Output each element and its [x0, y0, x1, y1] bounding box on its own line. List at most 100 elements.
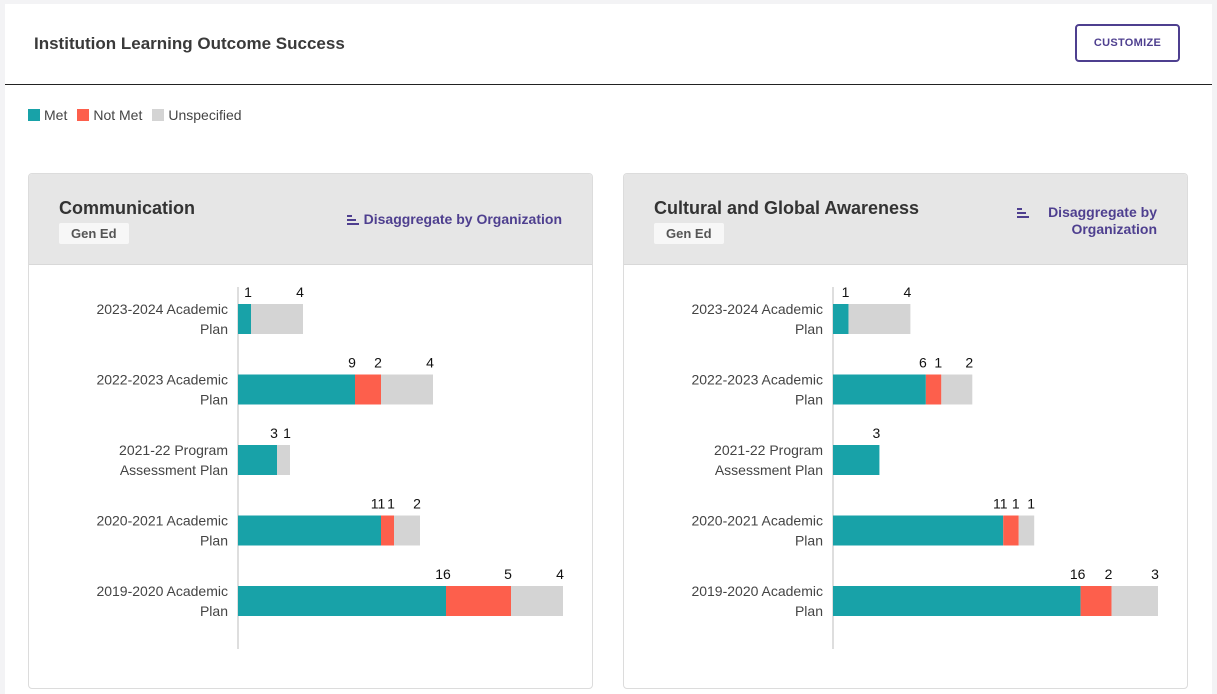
legend-label-unspecified: Unspecified — [168, 107, 242, 123]
bar-segment-unspecified[interactable] — [941, 374, 973, 405]
category-label-line: Plan — [795, 603, 823, 619]
bar-segment-unspecified[interactable] — [394, 515, 420, 546]
data-label-met: 1 — [842, 284, 850, 300]
category-label-line: Plan — [795, 533, 823, 549]
bar-segment-unspecified[interactable] — [251, 304, 303, 334]
category-label: 2019-2020 Academic Plan — [96, 583, 228, 619]
card-header: Cultural and Global Awareness Gen Ed Dis… — [624, 174, 1187, 265]
bar-segment-met[interactable] — [238, 304, 251, 334]
page-header: Institution Learning Outcome Success CUS… — [5, 4, 1212, 85]
category-label-line: 2019-2020 Academic — [691, 583, 823, 599]
data-label-unspecified: 3 — [1151, 566, 1159, 582]
data-label-not-met: 2 — [374, 355, 382, 371]
legend-swatch-met — [28, 109, 40, 121]
category-label-line: 2023-2024 Academic — [96, 301, 228, 317]
category-label-line: Assessment Plan — [120, 462, 228, 478]
bar-segment-unspecified[interactable] — [1111, 586, 1158, 616]
data-label-met: 11 — [993, 496, 1008, 512]
bar-segment-met[interactable] — [238, 374, 355, 405]
data-label-not-met: 1 — [1012, 496, 1020, 512]
category-label-line: Plan — [795, 321, 823, 337]
category-label-line: Plan — [200, 392, 228, 408]
legend-swatch-unspecified — [152, 109, 165, 121]
data-label-unspecified: 2 — [413, 496, 421, 512]
data-label-not-met: 5 — [504, 566, 512, 582]
category-label: 2020-2021 Academic Plan — [691, 513, 823, 549]
data-label-unspecified: 4 — [903, 284, 911, 300]
card-title: Communication — [59, 198, 196, 218]
category-label-line: 2021-22 Program — [714, 442, 823, 458]
category-label: 2023-2024 Academic Plan — [96, 301, 228, 337]
bar-segment-not-met[interactable] — [1003, 515, 1019, 546]
card-header: Communication Gen Ed Disaggregate by Org… — [29, 174, 592, 265]
card-tag: Gen Ed — [59, 223, 129, 244]
data-label-unspecified: 2 — [965, 355, 973, 371]
bar-segment-met[interactable] — [833, 445, 880, 475]
data-label-not-met: 2 — [1105, 566, 1113, 582]
data-label-not-met: 1 — [387, 496, 395, 512]
data-label-unspecified: 4 — [556, 566, 564, 582]
category-label: 2019-2020 Academic Plan — [691, 583, 823, 619]
category-label-line: 2021-22 Program — [119, 442, 228, 458]
stacked-bar-chart: 2023-2024 Academic Plan 1 4 2022-2023 Academ… — [96, 284, 564, 649]
bar-segment-met[interactable] — [833, 304, 849, 334]
bar-segment-not-met[interactable] — [925, 374, 942, 405]
disaggregate-link-label: Disaggregate by Organization — [1048, 204, 1157, 237]
data-label-met: 11 — [371, 496, 386, 512]
data-label-not-met: 1 — [934, 355, 942, 371]
bar-chart-icon — [346, 215, 359, 225]
bar-segment-unspecified[interactable] — [277, 445, 290, 475]
category-label-line: Assessment Plan — [715, 462, 823, 478]
bar-segment-met[interactable] — [833, 586, 1081, 616]
bar-segment-met[interactable] — [238, 515, 381, 546]
data-label-met: 3 — [270, 425, 278, 441]
bar-segment-unspecified[interactable] — [381, 374, 433, 405]
bar-segment-not-met[interactable] — [1080, 586, 1112, 616]
category-label-line: 2022-2023 Academic — [691, 372, 823, 388]
legend-swatch-not-met — [77, 109, 90, 121]
legend-label-met: Met — [44, 107, 68, 123]
disaggregate-link[interactable]: Disaggregate by Organization — [1017, 204, 1157, 238]
disaggregate-link[interactable]: Disaggregate by Organization — [346, 211, 562, 227]
category-label: 2021-22 Program Assessment Plan — [119, 442, 228, 478]
category-label-line: 2023-2024 Academic — [691, 301, 823, 317]
category-label-line: Plan — [200, 533, 228, 549]
dashboard-page: Institution Learning Outcome Success CUS… — [5, 4, 1212, 694]
bar-segment-met[interactable] — [238, 586, 446, 616]
legend-item-unspecified[interactable]: Unspecified — [152, 107, 242, 123]
category-label: 2020-2021 Academic Plan — [96, 513, 228, 549]
chart-legend: Met Not Met Unspecified — [28, 107, 252, 123]
data-label-met: 6 — [919, 355, 927, 371]
data-label-met: 3 — [873, 425, 881, 441]
bar-segment-met[interactable] — [833, 374, 926, 405]
stacked-bar-chart: 2023-2024 Academic Plan 1 4 2022-2023 Academ… — [691, 284, 1159, 649]
bar-chart-icon — [1017, 208, 1029, 218]
data-label-unspecified: 1 — [283, 425, 291, 441]
data-label-met: 9 — [348, 355, 356, 371]
category-label-line: Plan — [795, 392, 823, 408]
bar-segment-unspecified[interactable] — [1018, 515, 1035, 546]
data-label-met: 1 — [244, 284, 252, 300]
bar-segment-not-met[interactable] — [446, 586, 511, 616]
category-label: 2022-2023 Academic Plan — [691, 372, 823, 408]
category-label-line: Plan — [200, 603, 228, 619]
legend-item-met[interactable]: Met — [28, 107, 67, 123]
page-title: Institution Learning Outcome Success — [34, 34, 345, 53]
category-label-line: 2019-2020 Academic — [96, 583, 228, 599]
category-label-line: 2022-2023 Academic — [96, 372, 228, 388]
data-label-met: 16 — [1070, 566, 1086, 582]
legend-item-not-met[interactable]: Not Met — [77, 107, 142, 123]
bar-segment-met[interactable] — [238, 445, 277, 475]
data-label-met: 16 — [435, 566, 451, 582]
category-label: 2021-22 Program Assessment Plan — [714, 442, 823, 478]
bar-segment-met[interactable] — [833, 515, 1004, 546]
category-label-line: 2020-2021 Academic — [691, 513, 823, 529]
bar-segment-not-met[interactable] — [381, 515, 394, 546]
bar-segment-unspecified[interactable] — [848, 304, 911, 334]
bar-segment-unspecified[interactable] — [511, 586, 563, 616]
category-label: 2022-2023 Academic Plan — [96, 372, 228, 408]
bar-segment-not-met[interactable] — [355, 374, 381, 405]
disaggregate-link-label: Disaggregate by Organization — [363, 211, 562, 227]
card-title: Cultural and Global Awareness — [654, 198, 920, 218]
customize-button[interactable]: CUSTOMIZE — [1075, 24, 1180, 62]
